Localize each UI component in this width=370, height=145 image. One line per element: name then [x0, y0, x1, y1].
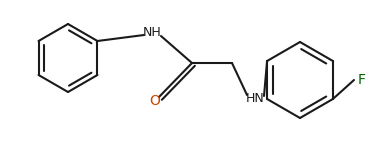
- Text: NH: NH: [142, 26, 161, 39]
- Text: F: F: [358, 73, 366, 87]
- Text: O: O: [149, 94, 161, 108]
- Text: HN: HN: [246, 93, 265, 106]
